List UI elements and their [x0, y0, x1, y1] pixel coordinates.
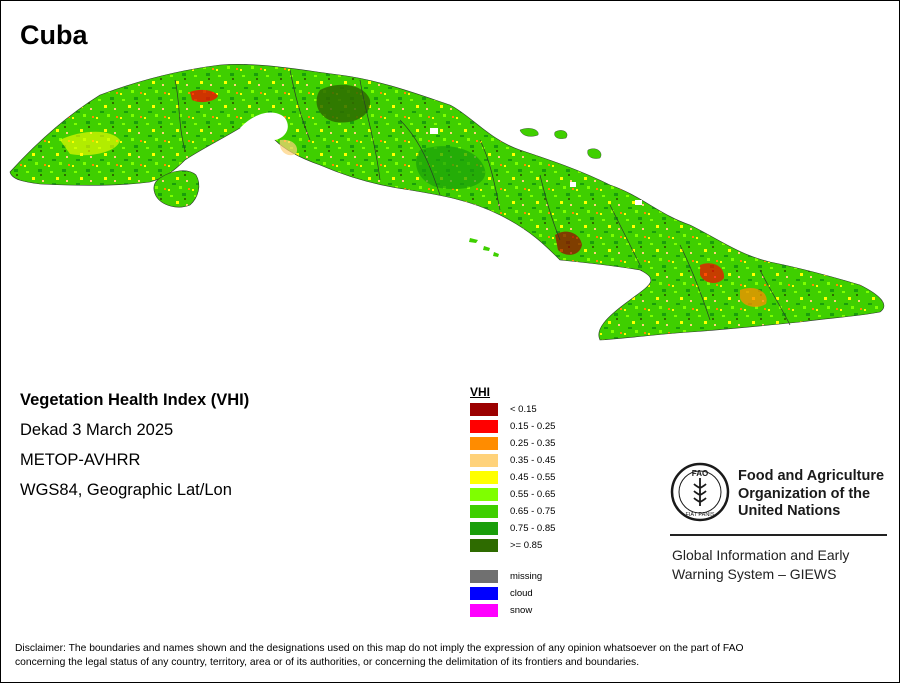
fao-divider [670, 534, 887, 536]
index-name: Vegetation Health Index (VHI) [20, 391, 250, 409]
dense-vegetation-patch [316, 84, 371, 123]
dense-vegetation-patch-east [416, 146, 486, 190]
legend-row: missing [470, 568, 542, 585]
legend-row: 0.45 - 0.55 [470, 469, 555, 486]
fao-logo-motto: FIAT PANIS [685, 512, 714, 518]
period-label: Dekad 3 March 2025 [20, 421, 174, 439]
legend-label: 0.45 - 0.55 [510, 472, 556, 483]
legend-swatch [470, 570, 498, 583]
map-info-block: Vegetation Health Index (VHI) Dekad 3 Ma… [20, 390, 249, 510]
fao-name-line2: Organization of the [738, 485, 871, 502]
legend-row: 0.55 - 0.65 [470, 486, 555, 503]
fao-organization-name: Food and Agriculture Organization of the… [738, 468, 884, 521]
northern-bay [240, 112, 288, 140]
legend-swatch [470, 587, 498, 600]
legend-row: 0.15 - 0.25 [470, 418, 555, 435]
legend-swatch [470, 454, 498, 467]
legend-row: snow [470, 602, 532, 619]
isla-de-la-juventud [153, 170, 200, 208]
southern-cays [469, 238, 499, 257]
fao-name-line1: Food and Agriculture [738, 468, 885, 484]
legend-row: cloud [470, 585, 533, 602]
province-boundaries [174, 69, 791, 326]
legend-row: 0.65 - 0.75 [470, 503, 555, 520]
legend-swatch [470, 522, 498, 535]
dry-patch-west [60, 131, 120, 156]
legend-label: 0.55 - 0.65 [510, 489, 556, 500]
fao-logo-icon: FAO FIAT PANIS [670, 462, 730, 522]
legend-title: VHI [470, 385, 491, 399]
dry-patch-central [279, 139, 298, 156]
legend-swatch [470, 437, 498, 450]
legend-swatch [470, 505, 498, 518]
sensor-label: METOP-AVHRR [20, 451, 141, 469]
stress-patch-central [555, 231, 582, 255]
legend-label: snow [510, 605, 533, 616]
fao-logo-letters: FAO [692, 469, 708, 478]
projection-label: WGS84, Geographic Lat/Lon [20, 481, 232, 499]
legend-gap [470, 554, 490, 568]
legend-row: 0.25 - 0.35 [470, 435, 555, 452]
legend-label: < 0.15 [510, 404, 537, 415]
legend-label: 0.35 - 0.45 [510, 455, 556, 466]
legend-label: 0.75 - 0.85 [510, 523, 556, 534]
legend-row: >= 0.85 [470, 537, 542, 554]
legend-label: missing [510, 571, 543, 582]
legend-label: 0.15 - 0.25 [510, 421, 556, 432]
stress-patch-west [190, 89, 218, 103]
vhi-map [9, 64, 885, 341]
legend-swatch [470, 403, 498, 416]
disclaimer: Disclaimer: The boundaries and names sho… [15, 642, 885, 670]
legend-row: 0.35 - 0.45 [470, 452, 555, 469]
map-title: Cuba [20, 20, 88, 50]
legend-swatch [470, 471, 498, 484]
legend-label: 0.65 - 0.75 [510, 506, 556, 517]
vhi-legend: VHI < 0.15 0.15 - 0.25 0.25 - 0.35 0.35 - 0… [470, 385, 555, 619]
legend-label: 0.25 - 0.35 [510, 438, 556, 449]
giews-line2: Warning System – GIEWS [672, 566, 837, 582]
fao-name-line3: United Nations [738, 503, 841, 519]
legend-swatch [470, 488, 498, 501]
legend-label: cloud [510, 588, 533, 599]
moderate-stress-patch [740, 287, 767, 307]
legend-classes: < 0.15 0.15 - 0.25 0.25 - 0.35 0.35 - 0.45 0… [470, 401, 555, 554]
legend-swatch [470, 539, 498, 552]
legend-row: 0.75 - 0.85 [470, 520, 555, 537]
stress-patch-east [700, 263, 725, 284]
giews-line1: Global Information and Early [672, 547, 850, 563]
giews-label: Global Information and Early Warning Sys… [672, 546, 849, 584]
disclaimer-line2: concerning the legal status of any count… [15, 657, 640, 668]
legend-row: < 0.15 [470, 401, 537, 418]
legend-swatch [470, 604, 498, 617]
legend-other-classes: missing cloud snow [470, 568, 542, 619]
disclaimer-line1: Disclaimer: The boundaries and names sho… [15, 643, 744, 654]
legend-swatch [470, 420, 498, 433]
legend-label: >= 0.85 [510, 540, 543, 551]
northern-cays [519, 128, 602, 159]
